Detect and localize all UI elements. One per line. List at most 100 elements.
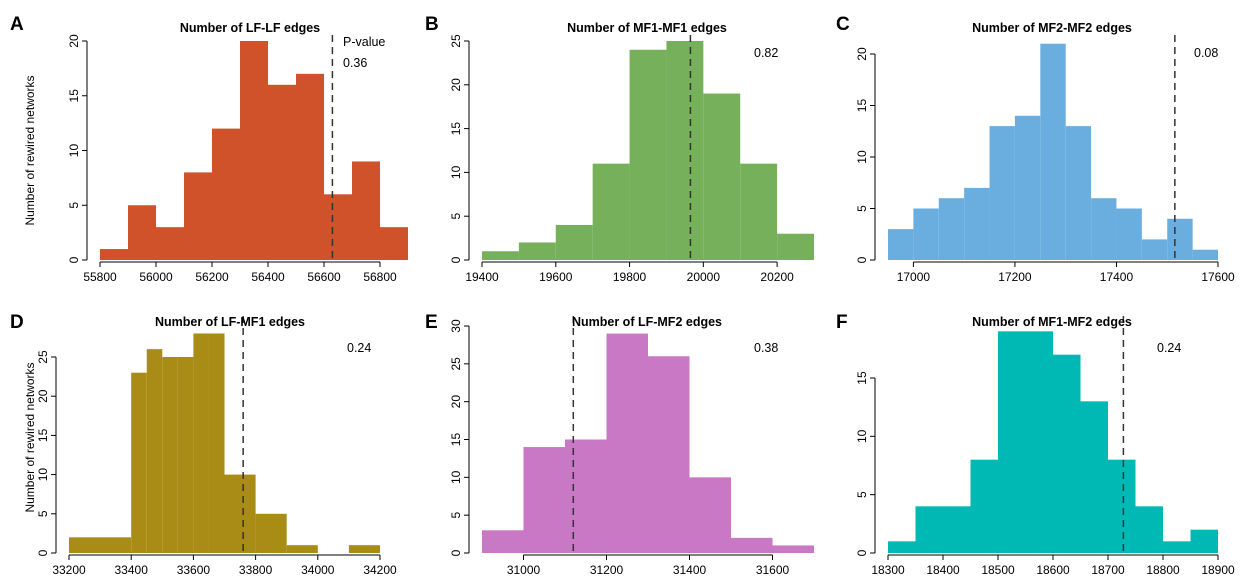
p-value-label: P-value xyxy=(343,35,385,49)
chart-title: Number of MF1-MF1 edges xyxy=(567,21,727,35)
panel-letter: F xyxy=(836,312,848,333)
histogram-bar xyxy=(777,233,814,260)
histogram-bar xyxy=(1190,529,1218,553)
x-tick-label: 17200 xyxy=(998,270,1032,284)
histogram-bar xyxy=(482,251,519,260)
chart-title: Number of LF-MF2 edges xyxy=(572,315,722,329)
histogram-bar xyxy=(888,229,914,260)
panel-letter: A xyxy=(10,14,24,35)
panel-a: 55800 56000 56200 56400 56600 56800 0 5 10 15 20 Nu… xyxy=(10,14,408,284)
histogram-bar xyxy=(1091,198,1117,260)
histogram-bar xyxy=(1135,506,1163,553)
y-tick-label: 5 xyxy=(855,491,869,498)
y-tick-label: 10 xyxy=(36,468,50,482)
x-tick-label: 33400 xyxy=(115,563,149,577)
p-value: 0.36 xyxy=(343,56,367,70)
y-tick-label: 20 xyxy=(449,78,463,92)
y-tick-label: 5 xyxy=(449,512,463,519)
chart-title: Number of MF1-MF2 edges xyxy=(972,315,1132,329)
y-tick-label: 25 xyxy=(36,350,50,364)
histogram-bar xyxy=(565,439,607,553)
y-tick-label: 0 xyxy=(855,549,869,556)
x-tick-label: 20000 xyxy=(687,270,721,284)
histogram-bar xyxy=(998,331,1026,553)
histogram-bar xyxy=(1167,218,1193,260)
histogram-bar xyxy=(162,357,178,553)
x-tick-label: 19400 xyxy=(465,270,499,284)
x-tick-label: 33800 xyxy=(239,563,273,577)
histogram-bar xyxy=(740,163,778,260)
x-tick-label: 56800 xyxy=(363,270,397,284)
y-axis-label: Number of rewired networks xyxy=(23,362,37,512)
histogram-bar xyxy=(1116,208,1142,260)
histogram-bar xyxy=(193,333,209,553)
x-tick-label: 56600 xyxy=(307,270,341,284)
histogram-bar xyxy=(938,198,965,260)
x-tick-label: 56400 xyxy=(251,270,285,284)
histogram-bar xyxy=(970,459,998,553)
y-tick-label: 20 xyxy=(67,34,81,48)
x-tick-label: 18300 xyxy=(871,563,905,577)
histogram-bar xyxy=(555,224,593,260)
histogram-bar xyxy=(255,513,287,553)
y-tick-label: 10 xyxy=(855,150,869,164)
panel-letter: C xyxy=(836,14,850,35)
x-tick-label: 34000 xyxy=(301,563,335,577)
histogram-bar xyxy=(731,537,773,553)
histogram-bar xyxy=(1053,354,1081,553)
x-tick-label: 56200 xyxy=(195,270,229,284)
histogram-bar xyxy=(224,474,256,553)
histogram-bar xyxy=(913,208,939,260)
histogram-bar xyxy=(131,372,147,553)
histogram-bar xyxy=(592,163,630,260)
panel-letter: D xyxy=(10,312,24,333)
y-tick-label: 5 xyxy=(36,510,50,517)
x-tick-label: 31000 xyxy=(507,563,541,577)
histogram-bar xyxy=(703,93,741,260)
p-value: 0.08 xyxy=(1194,46,1218,60)
x-tick-label: 18700 xyxy=(1091,563,1125,577)
p-value: 0.38 xyxy=(754,341,778,355)
histogram-bar xyxy=(943,506,971,553)
histogram-bar xyxy=(964,187,990,260)
x-tick-label: 55800 xyxy=(83,270,117,284)
x-tick-label: 17600 xyxy=(1201,270,1235,284)
chart-title: Number of MF2-MF2 edges xyxy=(972,21,1132,35)
histogram-bar xyxy=(352,161,380,260)
x-tick-label: 18400 xyxy=(926,563,960,577)
histogram-bar xyxy=(1014,115,1041,260)
y-axis-label: Number of rewired networks xyxy=(23,75,37,225)
y-tick-label: 5 xyxy=(67,202,81,209)
histogram-bar xyxy=(689,477,731,553)
y-tick-label: 15 xyxy=(67,89,81,103)
x-tick-label: 56000 xyxy=(139,270,173,284)
histogram-bar xyxy=(772,545,814,553)
y-tick-label: 25 xyxy=(449,34,463,48)
x-tick-label: 31400 xyxy=(673,563,707,577)
y-tick-label: 10 xyxy=(855,429,869,443)
panel-letter: E xyxy=(425,312,438,333)
y-tick-label: 5 xyxy=(855,205,869,212)
y-tick-label: 30 xyxy=(449,319,463,333)
histogram-bar xyxy=(523,447,565,553)
histogram-bar xyxy=(1040,43,1066,261)
chart-title: Number of LF-LF edges xyxy=(180,21,320,35)
y-tick-label: 15 xyxy=(855,371,869,385)
x-tick-label: 19600 xyxy=(539,270,573,284)
histogram-bar xyxy=(177,357,194,553)
p-value: 0.24 xyxy=(347,341,371,355)
histogram-bar xyxy=(380,227,408,260)
histogram-bar xyxy=(1080,401,1108,553)
histogram-bar xyxy=(268,84,296,260)
histogram-bar xyxy=(629,49,667,261)
histogram-bar xyxy=(518,242,556,260)
x-tick-label: 33200 xyxy=(52,563,86,577)
histogram-bar xyxy=(1141,239,1168,260)
panel-c: 17000 17200 17400 17600 0 5 10 15 20 Number of MF… xyxy=(836,14,1235,284)
x-tick-label: 34200 xyxy=(363,563,397,577)
histogram-bar xyxy=(156,227,184,260)
histogram-bar xyxy=(1108,459,1136,553)
x-tick-label: 18600 xyxy=(1036,563,1070,577)
histogram-bar xyxy=(1065,126,1092,260)
x-tick-label: 17000 xyxy=(897,270,931,284)
